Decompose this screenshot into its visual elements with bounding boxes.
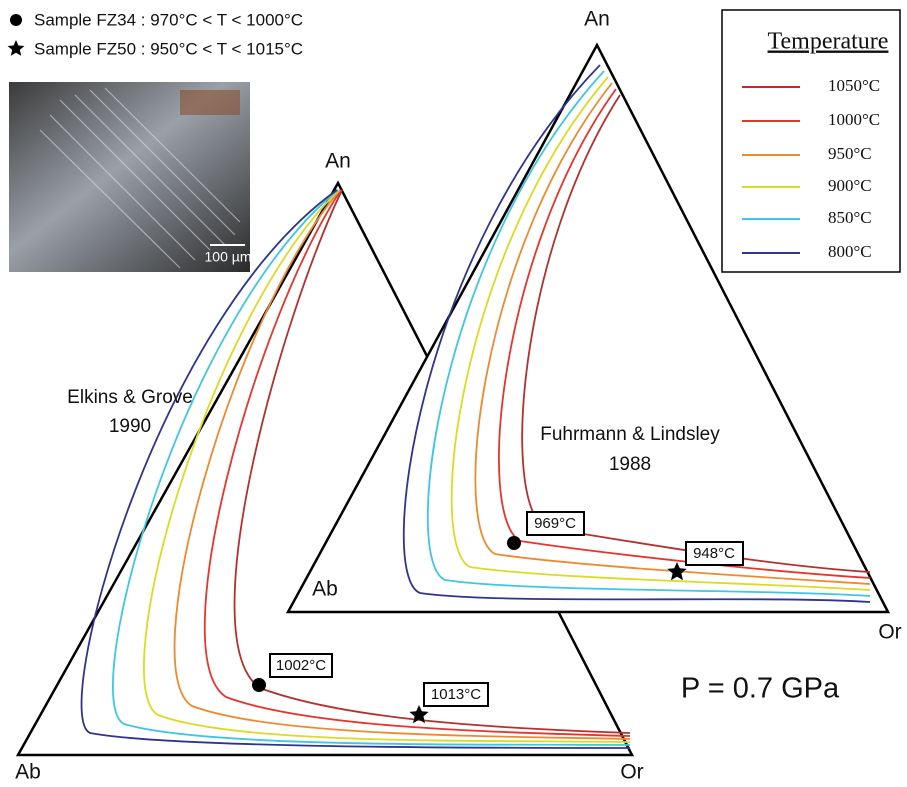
isotherm [112,189,631,746]
legend-label: 1050°C [828,76,880,95]
isotherm [450,76,871,591]
isotherm [143,189,631,743]
isotherm [474,82,871,585]
isotherm [402,64,871,603]
annotation-box [685,541,744,566]
vertex-label: Or [878,621,901,644]
legend-title: Temperature [768,29,889,55]
model-label: 1990 [109,416,151,437]
circle-marker [10,14,22,26]
vertex-label: An [325,150,351,173]
isotherm [80,189,631,749]
pressure-label: P = 0.7 GPa [681,673,840,705]
isotherm [173,189,631,740]
legend-label: 1000°C [828,110,880,129]
annotation: 1002°C [276,657,326,674]
model-label: Fuhrmann & Lindsley [540,424,720,445]
photo: 100 µm [9,82,251,272]
annotation: 1013°C [431,686,481,703]
annotation: 969°C [534,515,576,532]
sample-point [409,705,429,724]
model-label: Elkins & Grove [67,387,193,408]
legend-label: 800°C [828,242,872,261]
right-triangle [285,42,891,614]
isotherm [233,189,631,734]
vertex-label: Ab [15,761,41,784]
sample-label: Sample FZ50 : 950°C < T < 1015°C [34,39,303,58]
legend-label: 850°C [828,208,872,227]
sample-label: Sample FZ34 : 970°C < T < 1000°C [34,10,303,29]
star-marker [7,40,25,56]
sample-point [252,678,266,692]
isotherm [426,70,871,597]
sample-point [507,536,521,550]
vertex-label: Or [620,761,643,784]
annotation: 948°C [693,545,735,562]
annotation-box [269,653,333,678]
model-label: 1988 [609,454,651,475]
legend-label: 950°C [828,144,872,163]
scale-label: 100 µm [205,249,252,265]
legend-box [721,9,901,273]
sample-point [667,562,687,581]
annotation-box [423,682,489,707]
vertex-label: An [584,8,610,31]
vertex-label: Ab [312,578,338,601]
isotherm [203,189,631,737]
legend-label: 900°C [828,176,872,195]
annotation-box [526,511,585,536]
